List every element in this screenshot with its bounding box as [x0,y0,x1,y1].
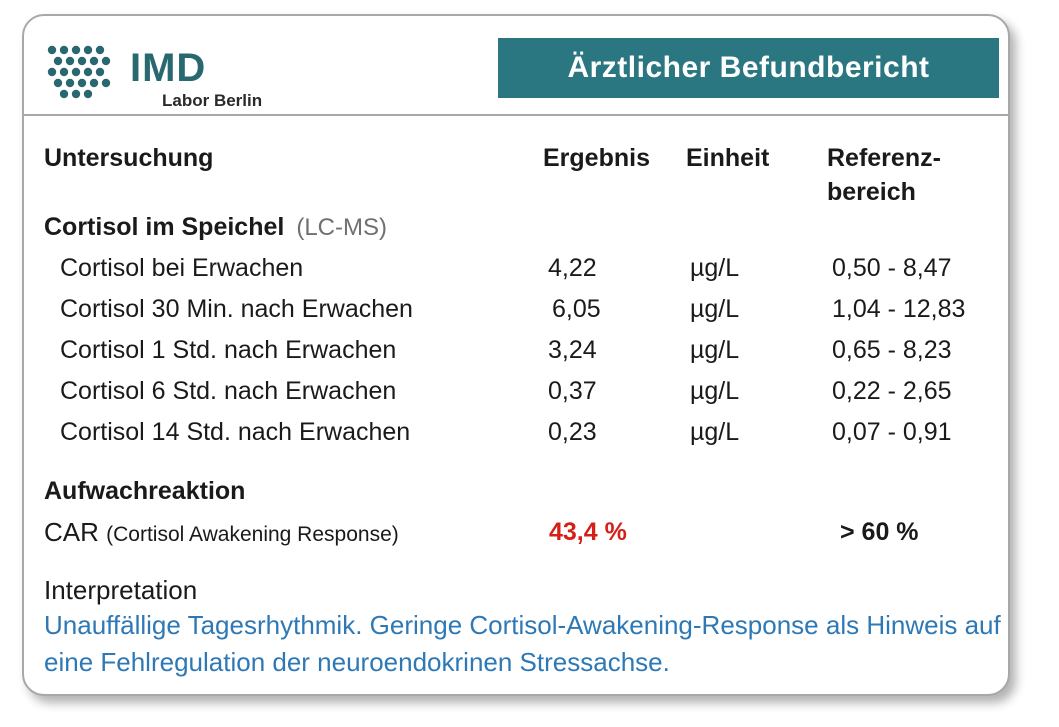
interpretation-text: Unauffällige Tagesrhythmik. Geringe Cort… [44,610,1001,677]
row-name: Cortisol 30 Min. nach Erwachen [60,295,413,323]
row-unit: µg/L [690,418,740,446]
row-unit: µg/L [690,295,740,323]
col-header-test: Untersuchung [44,144,214,172]
row-name: Cortisol 1 Std. nach Erwachen [60,336,397,364]
row-name: Cortisol 14 Std. nach Erwachen [60,418,411,446]
col-header-reference-2: bereich [827,178,916,206]
section-title-cortisol: Cortisol im Speichel (LC-MS) [44,211,387,244]
method-label: (LC-MS) [296,214,387,241]
row-reference: 0,65 - 8,23 [832,336,952,364]
report-card: IMD Labor Berlin Ärztlicher Befundberich… [22,14,1010,696]
row-name: Cortisol 6 Std. nach Erwachen [60,377,397,405]
row-unit: µg/L [690,254,740,282]
car-label: CAR (Cortisol Awakening Response) [44,516,399,551]
header-divider [24,114,1008,116]
row-result: 3,24 [548,336,597,364]
car-label-sub: (Cortisol Awakening Response) [106,523,399,546]
row-unit: µg/L [690,377,740,405]
row-reference: 1,04 - 12,83 [832,295,966,323]
row-reference: 0,07 - 0,91 [832,418,952,446]
interpretation-heading: Interpretation [44,575,198,605]
row-reference: 0,22 - 2,65 [832,377,952,405]
logo-wordmark: IMD [130,46,207,90]
row-result: 0,37 [548,377,597,405]
row-result: 6,05 [552,295,601,323]
col-header-reference-1: Referenz- [827,144,941,172]
row-result: 4,22 [548,254,597,282]
row-reference: 0,50 - 8,47 [832,254,952,282]
car-reference: > 60 % [840,518,919,546]
imd-logo: IMD Labor Berlin [46,40,286,112]
section-title-text: Cortisol im Speichel [44,213,285,241]
dot-grid-logo-icon [47,45,111,99]
car-result-flagged: 43,4 % [549,518,627,546]
car-label-main: CAR [44,517,99,547]
logo-subtitle: Labor Berlin [162,91,263,110]
row-result: 0,23 [548,418,597,446]
col-header-result: Ergebnis [543,144,650,172]
section-title-awakening: Aufwachreaktion [44,477,246,505]
col-header-unit: Einheit [686,144,770,172]
row-unit: µg/L [690,336,740,364]
row-name: Cortisol bei Erwachen [60,254,304,282]
report-title: Ärztlicher Befundbericht [498,38,999,98]
